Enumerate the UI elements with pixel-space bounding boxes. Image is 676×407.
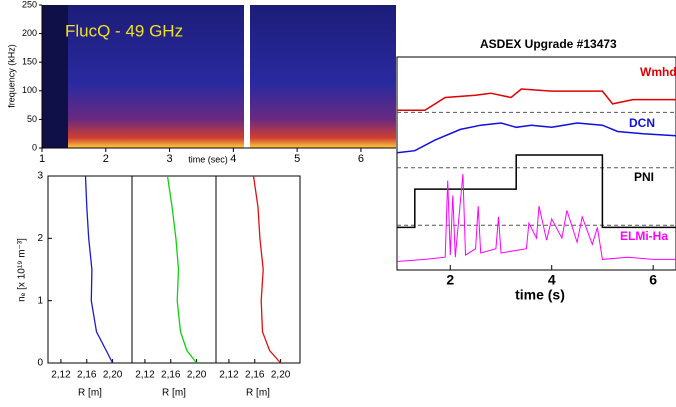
traces-title: ASDEX Upgrade #13473 [480, 37, 617, 51]
trace-line [397, 88, 676, 112]
y-tick-label: 3 [37, 171, 43, 182]
y-tick-label: 0 [32, 142, 37, 152]
panel-frame [47, 175, 133, 364]
x-tick-label: 2,20 [271, 370, 291, 381]
trace-line [396, 174, 676, 262]
y-tick-label: 0 [37, 358, 43, 369]
spectrogram-dark-strip [42, 5, 68, 148]
x-tick-label: 5 [294, 153, 300, 165]
x-tick-label: 4 [230, 153, 236, 165]
x-tick-label: 6 [649, 272, 657, 288]
x-tick-label: 3 [167, 153, 173, 165]
x-tick-label: 2,16 [245, 370, 265, 381]
series-label: PNI [634, 170, 654, 184]
x-axis-label: R [m] [246, 388, 270, 399]
x-tick-label: 2,12 [219, 370, 239, 381]
x-tick-label: 2,20 [187, 370, 207, 381]
y-tick-label: 150 [22, 57, 37, 67]
trace-line [397, 154, 676, 229]
spectrogram-gap [244, 5, 250, 148]
profile-line [84, 175, 114, 364]
series-label: ELMi-Ha [620, 229, 668, 243]
series-label: Wmhd [640, 65, 676, 79]
x-tick-label: 2,16 [161, 370, 181, 381]
x-tick-label: 2,20 [103, 370, 123, 381]
y-tick-label: 1 [37, 295, 43, 306]
x-tick-label: 2 [103, 153, 109, 165]
y-tick-label: 50 [27, 114, 37, 124]
x-axis-label: time (sec) [188, 154, 228, 164]
x-tick-label: 2 [446, 272, 454, 288]
x-tick-label: 6 [358, 153, 364, 165]
x-axis-label: time (s) [515, 287, 565, 303]
panel-frame [215, 175, 301, 364]
series-label: DCN [629, 116, 655, 130]
trace-line [396, 122, 676, 154]
x-axis-label: R [m] [78, 388, 102, 399]
spectrogram-image [42, 5, 396, 148]
y-tick-label: 2 [37, 233, 43, 244]
x-tick-label: 1 [39, 153, 45, 165]
y-tick-label: 200 [22, 28, 37, 38]
y-axis-label: nₑ [x 10¹⁹ m⁻³] [17, 238, 28, 302]
x-tick-label: 2,16 [77, 370, 97, 381]
x-tick-label: 2,12 [51, 370, 71, 381]
traces-frame [396, 56, 676, 271]
x-tick-label: 2,12 [135, 370, 155, 381]
profile-line [252, 175, 282, 364]
x-axis-label: R [m] [162, 388, 186, 399]
spectrogram-title: FlucQ - 49 GHz [65, 21, 183, 40]
panel-frame [131, 175, 217, 364]
y-tick-label: 250 [22, 0, 37, 9]
y-tick-label: 100 [22, 85, 37, 95]
profile-line [166, 175, 198, 364]
y-axis-label: frequency (kHz) [6, 44, 16, 108]
x-tick-label: 4 [548, 272, 556, 288]
